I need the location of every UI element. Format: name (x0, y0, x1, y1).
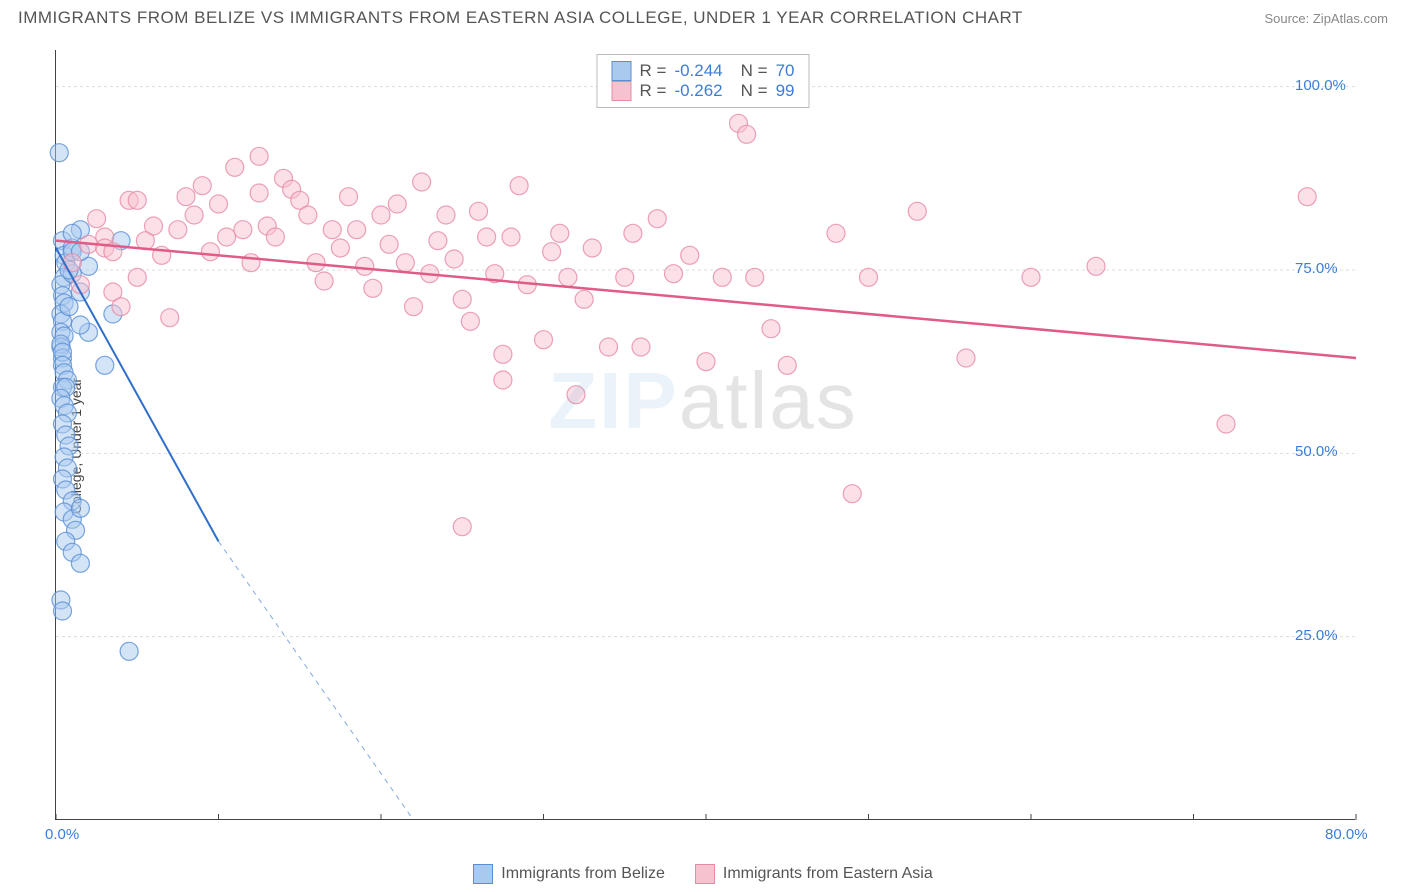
swatch-icon (612, 61, 632, 81)
n-value: 99 (776, 81, 795, 101)
series-legend: Immigrants from Belize Immigrants from E… (0, 864, 1406, 884)
legend-item: Immigrants from Belize (473, 864, 665, 884)
plot-area (55, 50, 1355, 820)
legend-label: Immigrants from Eastern Asia (723, 865, 933, 883)
r-label: R = (640, 81, 667, 101)
n-value: 70 (776, 61, 795, 81)
swatch-icon (695, 864, 715, 884)
swatch-icon (612, 81, 632, 101)
legend-row: R = -0.262 N = 99 (612, 81, 795, 101)
header-bar: IMMIGRANTS FROM BELIZE VS IMMIGRANTS FRO… (18, 8, 1388, 28)
n-label: N = (741, 81, 768, 101)
r-label: R = (640, 61, 667, 81)
chart-title: IMMIGRANTS FROM BELIZE VS IMMIGRANTS FRO… (18, 8, 1023, 28)
legend-item: Immigrants from Eastern Asia (695, 864, 933, 884)
x-tick-label: 0.0% (45, 826, 79, 843)
r-value: -0.262 (674, 81, 722, 101)
legend-label: Immigrants from Belize (501, 865, 665, 883)
y-tick-label: 100.0% (1295, 77, 1346, 94)
y-tick-label: 25.0% (1295, 627, 1338, 644)
legend-row: R = -0.244 N = 70 (612, 61, 795, 81)
y-tick-label: 50.0% (1295, 443, 1338, 460)
source-label: Source: ZipAtlas.com (1264, 11, 1388, 26)
x-tick-label: 80.0% (1325, 826, 1368, 843)
correlation-legend: R = -0.244 N = 70 R = -0.262 N = 99 (597, 54, 810, 108)
r-value: -0.244 (674, 61, 722, 81)
swatch-icon (473, 864, 493, 884)
scatter-chart-svg (56, 50, 1355, 819)
y-tick-label: 75.0% (1295, 260, 1338, 277)
n-label: N = (741, 61, 768, 81)
